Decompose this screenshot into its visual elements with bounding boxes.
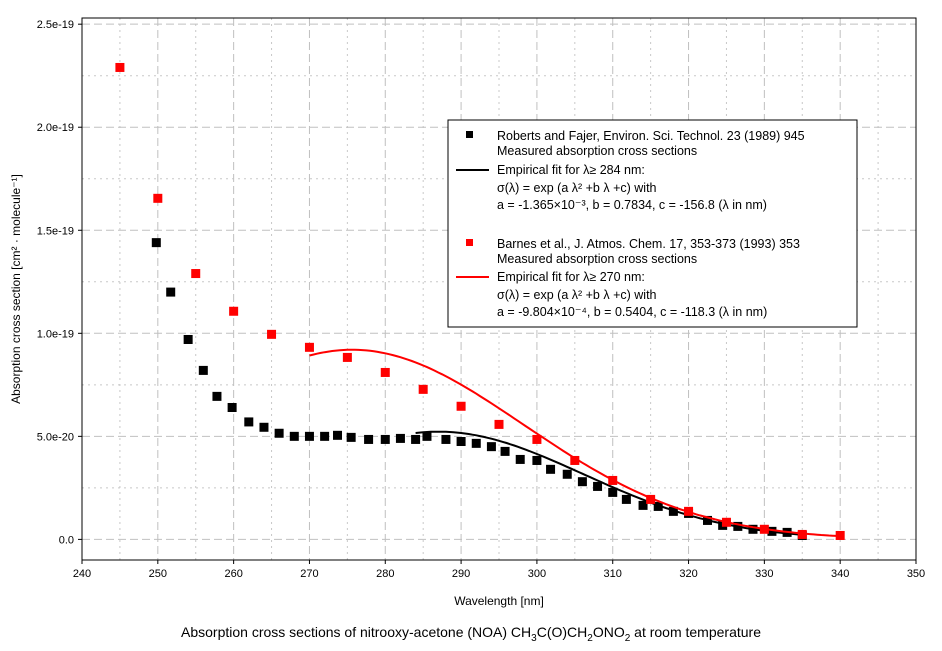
fit-line-1	[415, 430, 803, 536]
data-point-0	[422, 431, 432, 441]
data-point-0	[621, 494, 631, 504]
data-point-0	[395, 433, 405, 443]
x-tick-label: 340	[831, 568, 849, 580]
x-tick-label: 240	[73, 568, 91, 580]
title-part: 2	[624, 632, 631, 644]
data-point-0	[183, 334, 193, 344]
data-point-2	[342, 352, 352, 362]
title-part: at room temperature	[630, 624, 761, 640]
x-tick-label: 320	[679, 568, 697, 580]
x-axis-label: Wavelength [nm]	[454, 594, 544, 608]
data-point-0	[151, 238, 161, 248]
data-point-0	[486, 442, 496, 452]
y-axis-label: Absorption cross section [cm² · molecule…	[9, 174, 23, 404]
data-point-2	[532, 434, 542, 444]
data-point-0	[244, 417, 254, 427]
data-point-0	[500, 446, 510, 456]
data-point-0	[198, 365, 208, 375]
x-tick-label: 300	[528, 568, 546, 580]
y-tick-label: 0.0	[59, 534, 74, 546]
x-tick-label: 280	[376, 568, 394, 580]
data-point-2	[153, 193, 163, 203]
y-tick-label: 2.0e-19	[37, 122, 74, 134]
data-point-2	[380, 367, 390, 377]
legend-marker-roberts	[466, 131, 473, 138]
data-point-0	[333, 430, 343, 440]
data-point-0	[638, 500, 648, 510]
data-point-0	[471, 438, 481, 448]
data-point-2	[456, 401, 466, 411]
data-point-0	[212, 391, 222, 401]
data-point-0	[608, 487, 618, 497]
data-point-0	[546, 464, 556, 474]
data-point-2	[115, 62, 125, 72]
y-tick-label: 1.0e-19	[37, 328, 74, 340]
legend-label: Empirical fit for λ≥ 284 nm:	[497, 163, 645, 177]
legend-box	[447, 119, 858, 328]
title-part: 2	[587, 632, 593, 644]
data-point-0	[562, 469, 572, 479]
title-part: 3	[531, 632, 537, 644]
x-tick-label: 270	[300, 568, 318, 580]
y-tick-label: 2.5e-19	[37, 19, 74, 31]
data-point-0	[259, 422, 269, 432]
data-point-2	[646, 494, 656, 504]
title-part: ONO	[592, 624, 625, 640]
legend-marker-barnes	[466, 239, 473, 246]
data-point-2	[494, 419, 504, 429]
x-tick-label: 290	[452, 568, 470, 580]
legend-label: Measured absorption cross sections	[497, 144, 697, 158]
legend-label: Barnes et al., J. Atmos. Chem. 17, 353-3…	[497, 237, 800, 251]
legend: Roberts and Fajer, Environ. Sci. Technol…	[447, 119, 858, 328]
x-tick-label: 310	[604, 568, 622, 580]
legend-label: Measured absorption cross sections	[497, 252, 697, 266]
data-point-0	[346, 432, 356, 442]
data-point-2	[229, 306, 239, 316]
x-tick-label: 250	[149, 568, 167, 580]
data-point-0	[515, 454, 525, 464]
data-point-0	[274, 428, 284, 438]
data-point-0	[380, 434, 390, 444]
data-point-0	[227, 402, 237, 412]
data-point-0	[456, 437, 466, 447]
legend-label: a = -1.365×10⁻³, b = 0.7834, c = -156.8 …	[497, 198, 767, 212]
data-point-0	[289, 431, 299, 441]
data-point-2	[418, 384, 428, 394]
y-tick-label: 1.5e-19	[37, 225, 74, 237]
data-point-0	[364, 434, 374, 444]
data-point-0	[166, 287, 176, 297]
data-point-2	[797, 529, 807, 539]
legend-label: Roberts and Fajer, Environ. Sci. Technol…	[497, 129, 805, 143]
plot-frame	[81, 17, 917, 561]
legend-label: Empirical fit for λ≥ 270 nm:	[497, 270, 645, 284]
data-point-0	[441, 434, 451, 444]
fit-line-3	[309, 348, 841, 538]
title-part: C(O)CH	[536, 624, 588, 640]
data-point-2	[191, 269, 201, 279]
data-point-0	[593, 481, 603, 491]
x-tick-label: 350	[907, 568, 925, 580]
y-tick-label: 5.0e-20	[37, 431, 74, 443]
chart-title: Absorption cross sections of nitrooxy-ac…	[0, 624, 942, 644]
data-point-0	[532, 455, 542, 465]
x-tick-label: 330	[755, 568, 773, 580]
data-point-0	[653, 501, 663, 511]
legend-label: σ(λ) = exp (a λ² +b λ +c) with	[497, 288, 657, 302]
data-point-0	[320, 431, 330, 441]
title-part: Absorption cross sections of nitrooxy-ac…	[181, 624, 532, 640]
x-tick-label: 260	[224, 568, 242, 580]
data-point-2	[304, 342, 314, 352]
legend-label: a = -9.804×10⁻⁴, b = 0.5404, c = -118.3 …	[497, 305, 767, 319]
data-point-0	[411, 434, 421, 444]
data-point-0	[304, 431, 314, 441]
data-point-2	[570, 455, 580, 465]
data-point-2	[267, 329, 277, 339]
data-point-0	[577, 477, 587, 487]
legend-label: σ(λ) = exp (a λ² +b λ +c) with	[497, 181, 657, 195]
